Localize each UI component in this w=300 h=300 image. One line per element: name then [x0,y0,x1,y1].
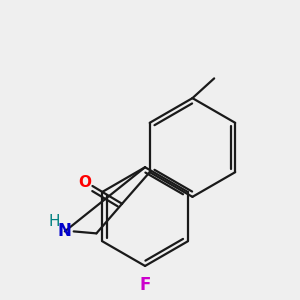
Text: F: F [140,276,151,294]
Text: O: O [78,175,91,190]
Text: H: H [48,214,60,229]
Text: N: N [58,222,72,240]
